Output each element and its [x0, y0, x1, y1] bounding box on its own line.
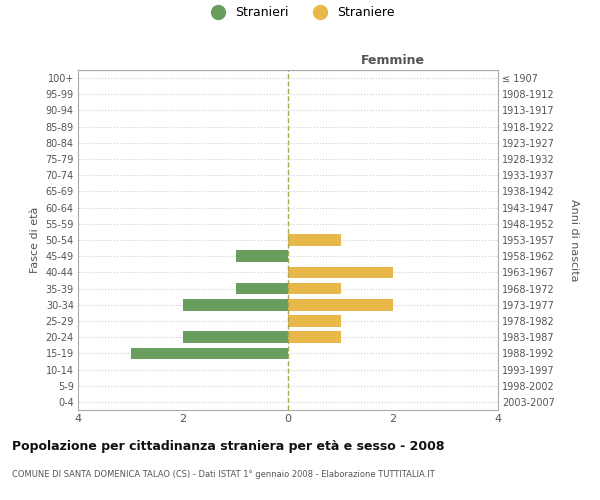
Bar — [235, 250, 288, 262]
Bar — [235, 282, 288, 294]
Bar — [288, 266, 393, 278]
Bar — [183, 299, 288, 310]
Y-axis label: Anni di nascita: Anni di nascita — [569, 198, 579, 281]
Y-axis label: Fasce di età: Fasce di età — [30, 207, 40, 273]
Bar — [130, 348, 288, 359]
Text: Popolazione per cittadinanza straniera per età e sesso - 2008: Popolazione per cittadinanza straniera p… — [12, 440, 445, 453]
Bar — [288, 234, 341, 246]
Bar — [288, 282, 341, 294]
Text: COMUNE DI SANTA DOMENICA TALAO (CS) - Dati ISTAT 1° gennaio 2008 - Elaborazione : COMUNE DI SANTA DOMENICA TALAO (CS) - Da… — [12, 470, 435, 479]
Bar — [288, 315, 341, 327]
Bar — [183, 332, 288, 343]
Text: Femmine: Femmine — [361, 54, 425, 66]
Legend: Stranieri, Straniere: Stranieri, Straniere — [205, 6, 395, 19]
Bar — [288, 299, 393, 310]
Bar — [288, 332, 341, 343]
